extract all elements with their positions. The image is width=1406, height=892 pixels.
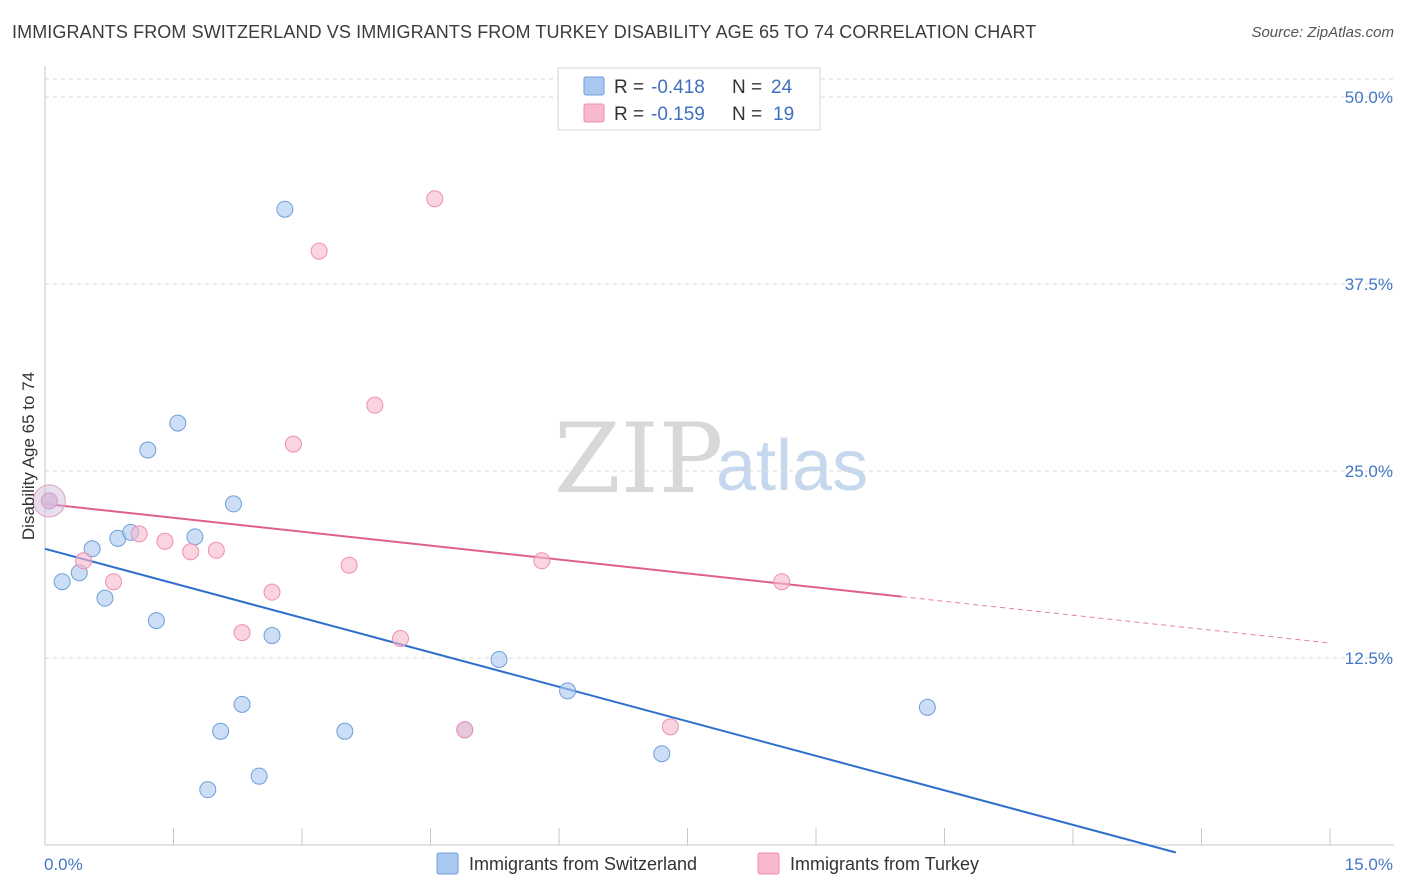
trend-line-switzerland [45, 549, 1176, 853]
y-tick-label: 37.5% [1345, 275, 1393, 294]
legend-n-label: N = [732, 104, 762, 125]
scatter-chart: ZIP atlas 12.5%25.0%37.5%50.0%0.0% 15.0% … [0, 0, 1406, 892]
point-turkey [341, 557, 357, 573]
series-legend-swatch-turkey [758, 853, 779, 874]
point-switzerland [277, 201, 293, 217]
point-switzerland [225, 496, 241, 512]
legend-n-value-switzerland: 24 [771, 77, 793, 98]
trend-line-turkey-extension [902, 597, 1330, 643]
point-turkey [367, 397, 383, 413]
point-switzerland [170, 415, 186, 431]
point-turkey [208, 542, 224, 558]
point-overlap-cluster [33, 485, 65, 517]
point-switzerland [234, 696, 250, 712]
series-legend-label-turkey: Immigrants from Turkey [790, 854, 979, 874]
point-turkey [311, 243, 327, 259]
gridlines [45, 79, 1394, 658]
trend-lines [45, 504, 1330, 853]
legend-r-value-switzerland: -0.418 [651, 77, 705, 98]
point-switzerland [337, 723, 353, 739]
legend-swatch-turkey [584, 104, 604, 122]
point-switzerland [54, 574, 70, 590]
point-switzerland [251, 768, 267, 784]
point-switzerland [140, 442, 156, 458]
point-turkey [183, 544, 199, 560]
series-legend-label-switzerland: Immigrants from Switzerland [469, 854, 697, 874]
point-turkey [264, 584, 280, 600]
watermark-zip: ZIP [554, 403, 723, 515]
point-switzerland [148, 613, 164, 629]
legend-r-label: R = [614, 77, 644, 98]
point-turkey [285, 436, 301, 452]
x-tick-label: 15.0% [1345, 855, 1393, 874]
point-switzerland [491, 651, 507, 667]
point-turkey [534, 553, 550, 569]
point-turkey [393, 631, 409, 647]
point-turkey [774, 574, 790, 590]
series-legend: Immigrants from Switzerland Immigrants f… [437, 853, 979, 874]
point-switzerland [654, 746, 670, 762]
y-tick-label: 50.0% [1345, 88, 1393, 107]
point-switzerland [264, 628, 280, 644]
legend-n-label: N = [732, 77, 762, 98]
point-turkey [106, 574, 122, 590]
y-axis-label: Disability Age 65 to 74 [19, 372, 38, 540]
point-switzerland [97, 590, 113, 606]
point-switzerland [187, 529, 203, 545]
point-turkey [131, 526, 147, 542]
point-turkey [157, 533, 173, 549]
series-legend-swatch-switzerland [437, 853, 458, 874]
x-tick-label: 0.0% [44, 855, 83, 874]
point-switzerland [919, 699, 935, 715]
point-turkey [662, 719, 678, 735]
legend-swatch-switzerland [584, 77, 604, 95]
correlation-legend: R = -0.418 N = 24 R = -0.159 N = 19 [558, 68, 820, 130]
y-tick-label: 12.5% [1345, 649, 1393, 668]
watermark-atlas: atlas [716, 426, 868, 506]
legend-r-value-turkey: -0.159 [651, 104, 705, 125]
point-switzerland [213, 723, 229, 739]
legend-r-label: R = [614, 104, 644, 125]
point-turkey [234, 625, 250, 641]
point-turkey [427, 191, 443, 207]
legend-n-value-turkey: 19 [773, 104, 794, 125]
point-switzerland [200, 782, 216, 798]
point-turkey [457, 722, 473, 738]
point-switzerland [560, 683, 576, 699]
y-tick-label: 25.0% [1345, 462, 1393, 481]
point-turkey [76, 553, 92, 569]
